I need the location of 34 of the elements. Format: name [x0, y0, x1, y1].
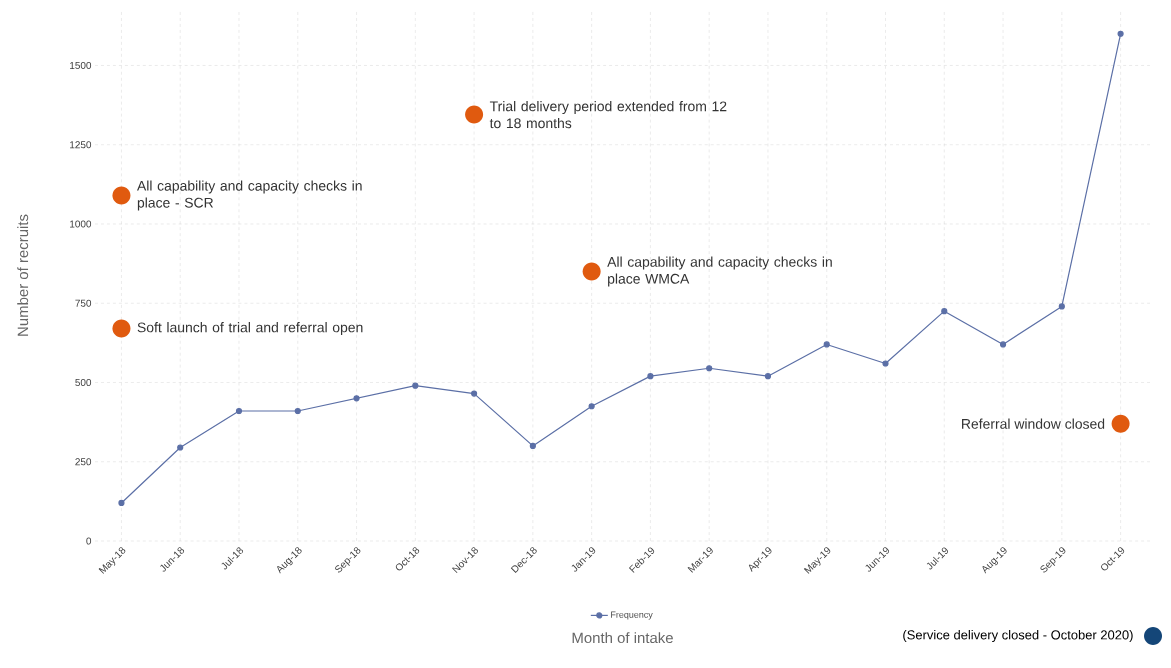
y-tick-label: 250 [75, 458, 92, 466]
point [588, 403, 595, 410]
annotation: Referral window closed [962, 418, 1105, 429]
point [1058, 303, 1065, 310]
annotation: All capability and capacity checks in place - SCR [137, 180, 362, 211]
text: (Service delivery closed - October 2020) [903, 629, 1133, 643]
y-tick-label: 0 [86, 537, 92, 545]
point [823, 341, 830, 348]
point [882, 360, 889, 367]
point [529, 442, 536, 449]
point [647, 373, 654, 380]
point [999, 341, 1007, 348]
point [177, 444, 184, 451]
point [118, 499, 125, 507]
y-tick-label: 750 [75, 299, 92, 307]
point [353, 395, 360, 402]
point [235, 407, 243, 415]
point [412, 382, 419, 389]
annotation: All capability and capacity checks in place WMCA [607, 256, 832, 287]
annotation: Trial delivery period extended from 12 to 18 months [489, 101, 727, 129]
y-tick-label: 500 [75, 378, 92, 387]
legend-label: Frequency [611, 611, 653, 620]
y-tick-label: 1250 [70, 141, 92, 149]
point [764, 373, 772, 380]
point [471, 390, 478, 397]
x-axis-title: Month of intake [572, 632, 673, 644]
point [294, 407, 301, 415]
point [706, 365, 713, 372]
y-tick-label: 1500 [70, 61, 92, 69]
y-axis-title: Number of recruits [17, 214, 29, 336]
y-tick-label: 1000 [70, 220, 92, 228]
point [941, 308, 948, 315]
annotation: Soft launch of trial and referral open [137, 322, 363, 336]
point [1117, 30, 1124, 37]
